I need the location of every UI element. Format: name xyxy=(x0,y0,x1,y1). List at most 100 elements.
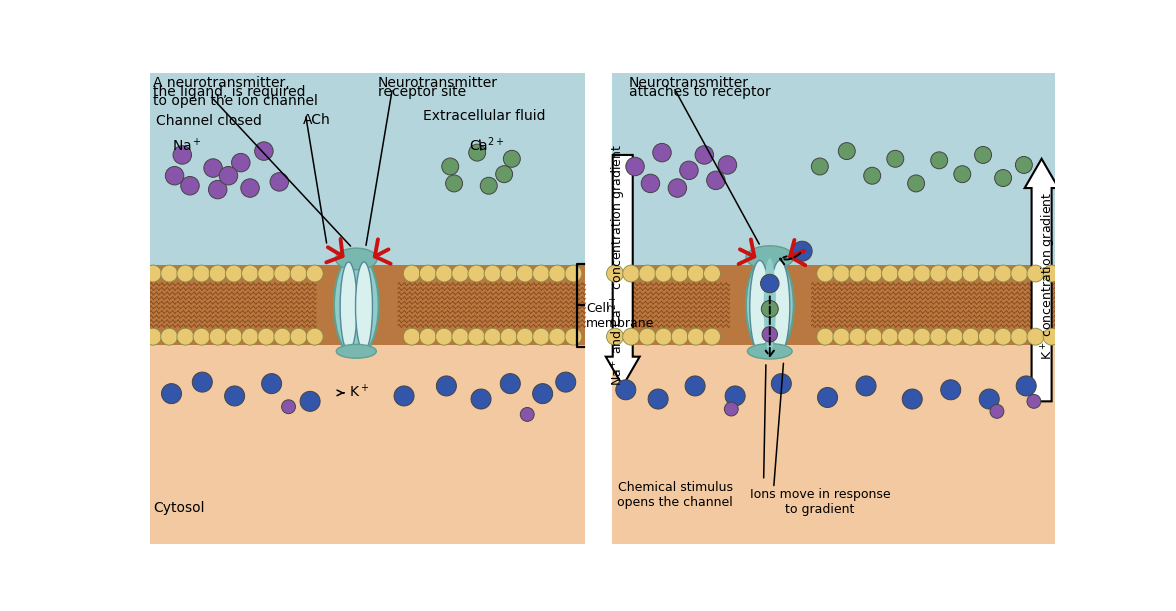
Circle shape xyxy=(564,328,582,345)
Circle shape xyxy=(978,265,995,282)
Circle shape xyxy=(436,376,456,396)
Circle shape xyxy=(274,328,290,345)
Bar xyxy=(151,73,584,265)
Circle shape xyxy=(495,166,513,183)
Circle shape xyxy=(930,265,947,282)
Circle shape xyxy=(290,265,307,282)
Text: to open the ion channel: to open the ion channel xyxy=(153,94,318,108)
Circle shape xyxy=(226,265,242,282)
Circle shape xyxy=(1027,395,1041,408)
Ellipse shape xyxy=(763,258,776,352)
Circle shape xyxy=(1027,265,1044,282)
Circle shape xyxy=(914,265,930,282)
Circle shape xyxy=(980,389,1000,409)
Circle shape xyxy=(668,179,687,197)
Circle shape xyxy=(480,177,497,194)
Circle shape xyxy=(1027,328,1044,345)
Ellipse shape xyxy=(355,262,373,351)
Bar xyxy=(612,73,1055,265)
Circle shape xyxy=(882,265,898,282)
Circle shape xyxy=(941,380,961,400)
Text: A neurotransmitter,: A neurotransmitter, xyxy=(153,76,289,90)
Circle shape xyxy=(1043,265,1060,282)
Circle shape xyxy=(176,328,194,345)
Circle shape xyxy=(258,265,275,282)
Circle shape xyxy=(208,180,227,199)
Circle shape xyxy=(1016,376,1036,396)
Circle shape xyxy=(849,328,866,345)
Text: Extracellular fluid: Extracellular fluid xyxy=(423,109,546,123)
Circle shape xyxy=(209,328,226,345)
Text: Cell
membrane: Cell membrane xyxy=(586,302,654,330)
Circle shape xyxy=(914,328,930,345)
Circle shape xyxy=(686,376,706,396)
Circle shape xyxy=(549,328,566,345)
Circle shape xyxy=(695,145,714,164)
Circle shape xyxy=(556,372,576,392)
Circle shape xyxy=(866,328,882,345)
Circle shape xyxy=(469,144,486,161)
Circle shape xyxy=(485,328,501,345)
Circle shape xyxy=(274,265,290,282)
Circle shape xyxy=(452,328,469,345)
Bar xyxy=(151,345,584,544)
Circle shape xyxy=(641,174,660,192)
Circle shape xyxy=(947,328,963,345)
Circle shape xyxy=(902,389,922,409)
FancyArrow shape xyxy=(1024,159,1058,401)
Circle shape xyxy=(761,301,779,317)
Circle shape xyxy=(241,265,259,282)
Text: K$^+$: K$^+$ xyxy=(348,382,369,400)
Circle shape xyxy=(173,145,192,164)
Circle shape xyxy=(281,400,295,414)
Circle shape xyxy=(145,265,161,282)
Circle shape xyxy=(261,373,281,393)
Circle shape xyxy=(817,328,834,345)
Circle shape xyxy=(817,265,834,282)
Circle shape xyxy=(978,328,995,345)
Circle shape xyxy=(954,166,970,183)
Circle shape xyxy=(181,177,199,195)
Circle shape xyxy=(947,265,963,282)
Circle shape xyxy=(607,328,623,345)
Circle shape xyxy=(703,328,721,345)
Circle shape xyxy=(468,328,485,345)
Circle shape xyxy=(962,328,980,345)
Circle shape xyxy=(225,386,245,406)
Circle shape xyxy=(1011,265,1028,282)
Circle shape xyxy=(930,328,947,345)
Circle shape xyxy=(403,265,420,282)
Circle shape xyxy=(472,389,492,409)
Circle shape xyxy=(849,265,866,282)
Circle shape xyxy=(639,328,656,345)
Circle shape xyxy=(995,170,1011,186)
Circle shape xyxy=(707,171,726,189)
Circle shape xyxy=(166,166,183,185)
Circle shape xyxy=(435,265,453,282)
Circle shape xyxy=(533,328,549,345)
Circle shape xyxy=(703,265,721,282)
Circle shape xyxy=(719,156,736,174)
Circle shape xyxy=(516,265,534,282)
Circle shape xyxy=(533,384,553,404)
Text: Ca$^{2+}$: Ca$^{2+}$ xyxy=(469,136,505,155)
Text: attaches to receptor: attaches to receptor xyxy=(629,85,770,99)
Circle shape xyxy=(241,179,259,197)
Circle shape xyxy=(435,328,453,345)
Circle shape xyxy=(908,175,924,192)
Ellipse shape xyxy=(750,260,770,353)
Ellipse shape xyxy=(334,254,379,357)
Circle shape xyxy=(623,328,640,345)
Circle shape xyxy=(639,265,656,282)
Circle shape xyxy=(626,157,644,176)
Bar xyxy=(151,265,584,345)
Circle shape xyxy=(394,386,414,406)
Text: K$^+$ concentration gradient: K$^+$ concentration gradient xyxy=(1040,192,1058,360)
Text: Na$^+$: Na$^+$ xyxy=(172,137,201,155)
Circle shape xyxy=(866,265,882,282)
Circle shape xyxy=(995,265,1011,282)
Circle shape xyxy=(564,265,582,282)
Ellipse shape xyxy=(746,246,794,269)
Circle shape xyxy=(726,386,746,406)
Text: ACh: ACh xyxy=(302,112,330,126)
